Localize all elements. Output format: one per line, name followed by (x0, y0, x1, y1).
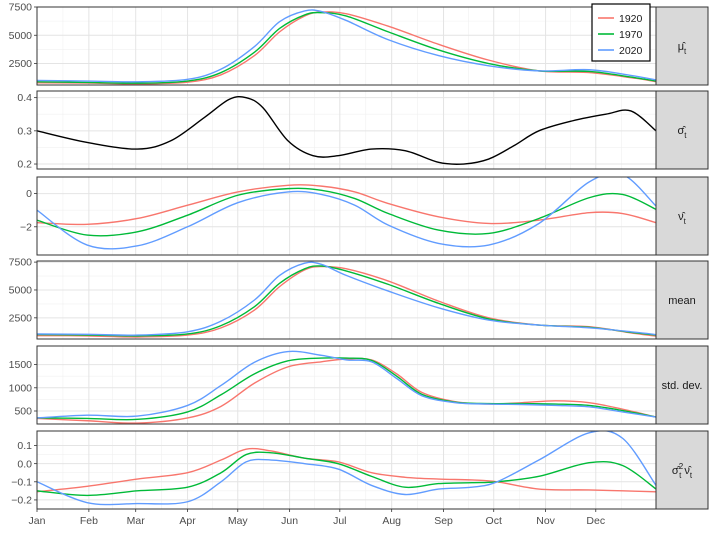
x-tick-label: Dec (586, 515, 605, 527)
series-line-1920 (37, 11, 656, 85)
y-tick-label: 500 (14, 406, 32, 418)
legend: 1920 1970 2020 (591, 3, 651, 62)
strip-label: σ̂2 t ν̂t (672, 462, 693, 480)
strip-label: std. dev. (662, 380, 703, 392)
strip-background (655, 6, 709, 86)
y-tick-label: −2 (20, 221, 32, 233)
x-tick-label: Oct (486, 515, 502, 527)
series-group (37, 261, 656, 338)
strip-label: σ̂t (677, 125, 687, 140)
y-tick-label: −0.1 (11, 476, 32, 488)
series-group (37, 95, 656, 166)
series-line-2020 (37, 9, 656, 83)
legend-label: 1970 (619, 29, 643, 41)
panel-border (36, 90, 657, 170)
x-tick-label: May (228, 515, 249, 527)
series-line-1970 (37, 357, 656, 421)
x-axis: Jan Feb Mar Apr May Jun Jul Aug Sep Oct Nov Dec (29, 509, 605, 527)
x-tick-label: Jul (333, 515, 346, 527)
strip-background (655, 90, 709, 170)
y-tick-label: 1500 (9, 359, 33, 371)
x-tick-label: Feb (80, 515, 98, 527)
y-tick-label: 2500 (9, 312, 33, 324)
y-tick-label: −0.2 (11, 495, 32, 507)
strip-background (655, 430, 709, 510)
panel-4: 2500 5000 7500 mean (9, 257, 709, 340)
y-tick-label: 7500 (9, 2, 33, 14)
y-tick-label: 5000 (9, 30, 33, 42)
panel-5: 500 1000 1500 std. dev. (9, 345, 709, 425)
series-line-1920 (37, 357, 656, 424)
series-line-sigma (37, 95, 656, 166)
panel-6: −0.2 −0.1 0.0 0.1 σ̂2 t ν̂t (11, 430, 709, 510)
x-tick-label: Sep (434, 515, 453, 527)
series-line-1970 (37, 187, 656, 237)
y-tick-label: 0.0 (17, 458, 32, 470)
legend-label: 2020 (619, 45, 643, 57)
legend-box (591, 3, 651, 62)
series-group (37, 177, 656, 250)
series-line-1970 (37, 451, 656, 497)
series-line-2020 (37, 177, 656, 250)
panel-border (36, 260, 657, 340)
series-group (37, 9, 656, 85)
x-tick-label: Nov (536, 515, 555, 527)
y-tick-label: 0.3 (17, 125, 32, 137)
strip-background (655, 176, 709, 256)
y-tick-label: 0.2 (17, 159, 32, 171)
series-line-2020 (37, 431, 656, 506)
x-tick-label: Mar (127, 515, 146, 527)
y-tick-label: 2500 (9, 58, 33, 70)
panel-border (36, 6, 657, 86)
legend-label: 1920 (619, 13, 643, 25)
panel-3: −2 0 ν̂t (20, 176, 709, 256)
x-tick-label: Jun (281, 515, 298, 527)
strip-label: mean (668, 295, 696, 307)
series-group (37, 431, 656, 506)
y-tick-label: 0.1 (17, 440, 32, 452)
y-tick-label: 7500 (9, 257, 33, 269)
series-line-1920 (37, 447, 656, 493)
panel-1: 2500 5000 7500 μ̂t (9, 2, 709, 86)
strip-background (655, 345, 709, 425)
series-line-2020 (37, 350, 656, 419)
y-tick-label: 0.4 (17, 92, 32, 104)
y-tick-label: 0 (26, 188, 32, 200)
strip-background (655, 260, 709, 340)
x-tick-label: Jan (29, 515, 46, 527)
series-line-1920 (37, 184, 656, 226)
panel-2: 0.2 0.3 0.4 σ̂t (17, 90, 709, 171)
y-tick-label: 1000 (9, 382, 33, 394)
series-line-2020 (37, 261, 656, 336)
x-tick-label: Apr (179, 515, 196, 527)
y-tick-label: 5000 (9, 285, 33, 297)
strip-label: ν̂t (678, 211, 687, 226)
x-tick-label: Aug (382, 515, 401, 527)
series-group (37, 350, 656, 424)
strip-label: μ̂t (678, 41, 687, 56)
